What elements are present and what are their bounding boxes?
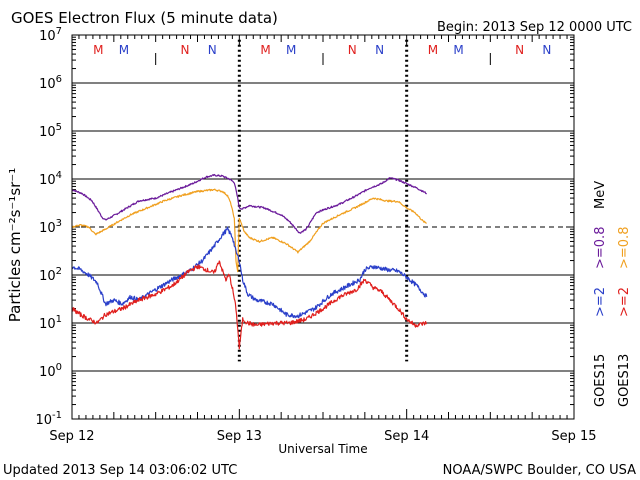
chart-title: GOES Electron Flux (5 minute data)	[11, 9, 278, 27]
y-tick-label: 104	[39, 170, 62, 188]
mark-n-goes13: N	[348, 43, 357, 57]
mark-m-goes13: M	[260, 43, 270, 57]
y-tick-label: 103	[39, 218, 62, 236]
x-tick-label: Sep 15	[551, 429, 596, 444]
x-axis-label: Universal Time	[278, 442, 367, 456]
mark-m-goes13: M	[93, 43, 103, 57]
mark-n-goes15: N	[208, 43, 217, 57]
mark-m-goes13: M	[428, 43, 438, 57]
begin-date-label: Begin: 2013 Sep 12 0000 UTC	[437, 20, 632, 35]
mark-n-goes15: N	[375, 43, 384, 57]
y-tick-label: 105	[39, 122, 62, 140]
x-tick-label: Sep 12	[49, 429, 94, 444]
mark-m-goes15: M	[286, 43, 296, 57]
mark-n-goes13: N	[515, 43, 524, 57]
legend-energy-2mev: >=2	[593, 287, 608, 317]
legend-energy-0p8mev: >=0.8	[617, 227, 632, 269]
legend-unit: MeV	[593, 181, 608, 209]
x-tick-label: Sep 13	[217, 429, 262, 444]
y-tick-label: 100	[39, 362, 62, 380]
y-axis-label: Particles cm⁻²s⁻¹sr⁻¹	[6, 168, 24, 322]
legend-goes15: GOES15 >=2 >=0.8 MeV	[593, 181, 608, 407]
updated-timestamp: Updated 2013 Sep 14 03:06:02 UTC	[3, 463, 237, 478]
legend-satellite-label: GOES13	[617, 354, 632, 407]
plot-frame	[71, 34, 575, 420]
mark-n-goes13: N	[180, 43, 189, 57]
legend-energy-0p8mev: >=0.8	[593, 227, 608, 269]
y-tick-label: 101	[39, 314, 62, 332]
series-line-goes15-2mev	[71, 226, 428, 319]
series-line-goes15-0p8mev	[71, 173, 428, 234]
y-tick-label: 102	[39, 266, 62, 284]
noaa-credit: NOAA/SWPC Boulder, CO USA	[443, 463, 636, 478]
mark-n-goes15: N	[542, 43, 551, 57]
series-line-goes13-2mev	[71, 260, 428, 350]
y-tick-label: 107	[39, 26, 62, 44]
y-tick-label: 106	[39, 74, 62, 92]
y-tick-label: 10-1	[35, 410, 62, 428]
x-tick-label: Sep 14	[384, 429, 429, 444]
mark-m-goes15: M	[119, 43, 129, 57]
legend-satellite-label: GOES15	[593, 354, 608, 407]
legend-goes13: GOES13 >=2 >=0.8	[617, 227, 632, 407]
legend-energy-2mev: >=2	[617, 287, 632, 317]
series-line-goes13-0p8mev	[71, 188, 427, 273]
mark-m-goes15: M	[453, 43, 463, 57]
